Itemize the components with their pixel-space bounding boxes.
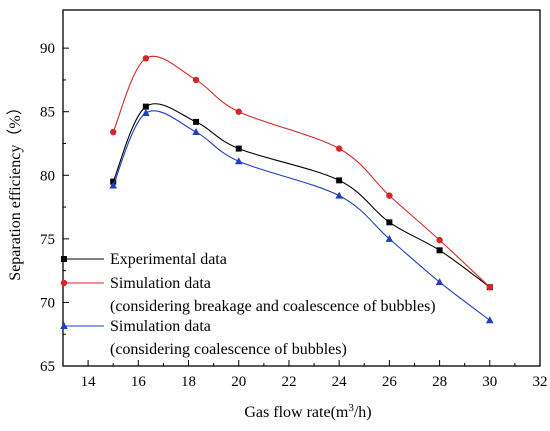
data-point-triangle bbox=[142, 108, 150, 116]
data-point-circle bbox=[386, 192, 393, 199]
data-point-triangle bbox=[60, 322, 68, 329]
x-tick-label: 22 bbox=[281, 374, 296, 390]
legend-item-2: Simulation data (considering breakage and… bbox=[60, 275, 436, 315]
x-tick-label: 14 bbox=[81, 374, 97, 390]
x-tick-label: 30 bbox=[482, 374, 497, 390]
series-layer bbox=[109, 55, 494, 324]
ticks: 14 16 18 20 22 24 26 28 30 32 65 70 75 80 85 90 bbox=[40, 41, 548, 390]
legend-label: Simulation data bbox=[110, 275, 211, 292]
data-point-square bbox=[142, 103, 149, 110]
x-tick-label: 24 bbox=[332, 374, 348, 390]
data-point-triangle bbox=[192, 128, 200, 136]
data-point-triangle bbox=[385, 234, 394, 242]
y-tick-label: 80 bbox=[40, 168, 55, 184]
data-point-square bbox=[436, 247, 443, 254]
y-tick-label: 65 bbox=[40, 359, 55, 375]
data-point-triangle bbox=[109, 181, 118, 189]
data-point-circle bbox=[110, 128, 117, 136]
data-point-square bbox=[61, 256, 67, 262]
data-point-circle bbox=[192, 76, 200, 84]
data-point-circle bbox=[235, 108, 242, 115]
y-tick-label: 70 bbox=[40, 295, 55, 311]
y-tick-label: 75 bbox=[40, 232, 55, 248]
data-point-triangle bbox=[335, 191, 343, 199]
legend-label: Experimental data bbox=[110, 251, 227, 268]
y-tick-label: 85 bbox=[40, 105, 55, 121]
axes bbox=[62, 9, 541, 367]
legend-label: Simulation data bbox=[110, 318, 211, 335]
data-point-square bbox=[386, 219, 393, 226]
data-point-circle bbox=[436, 236, 443, 244]
x-tick-label: 16 bbox=[131, 374, 147, 390]
data-point-circle bbox=[142, 55, 150, 62]
series-3 bbox=[109, 108, 494, 324]
x-tick-label: 20 bbox=[231, 374, 246, 390]
legend-item-3: Simulation data (considering coalescence … bbox=[60, 318, 347, 358]
y-axis-title: Separation efficiency（%） bbox=[6, 99, 24, 280]
plot-frame bbox=[62, 9, 541, 367]
legend: Experimental data Simulation data (conside… bbox=[60, 251, 436, 358]
x-tick-label: 26 bbox=[382, 374, 398, 390]
x-tick-label: 18 bbox=[181, 374, 196, 390]
x-tick-label: 28 bbox=[432, 374, 447, 390]
data-point-circle bbox=[486, 283, 493, 291]
legend-label-line2: (considering coalescence of bubbles) bbox=[110, 341, 347, 358]
series-2 bbox=[110, 55, 493, 291]
y-tick-label: 90 bbox=[40, 41, 55, 57]
x-tick-label: 32 bbox=[533, 374, 548, 390]
data-point-square bbox=[336, 177, 343, 184]
data-point-square bbox=[235, 145, 242, 152]
data-point-triangle bbox=[234, 157, 243, 165]
data-point-circle bbox=[335, 145, 343, 152]
legend-label-line2: (considering breakage and coalescence of… bbox=[110, 298, 436, 315]
data-point-square bbox=[193, 118, 200, 125]
legend-item-1: Experimental data bbox=[61, 251, 227, 268]
x-axis-title: Gas flow rate(m3/h) bbox=[244, 402, 371, 421]
data-point-triangle bbox=[485, 316, 494, 324]
data-point-triangle bbox=[435, 278, 444, 286]
data-point-circle bbox=[60, 279, 68, 287]
